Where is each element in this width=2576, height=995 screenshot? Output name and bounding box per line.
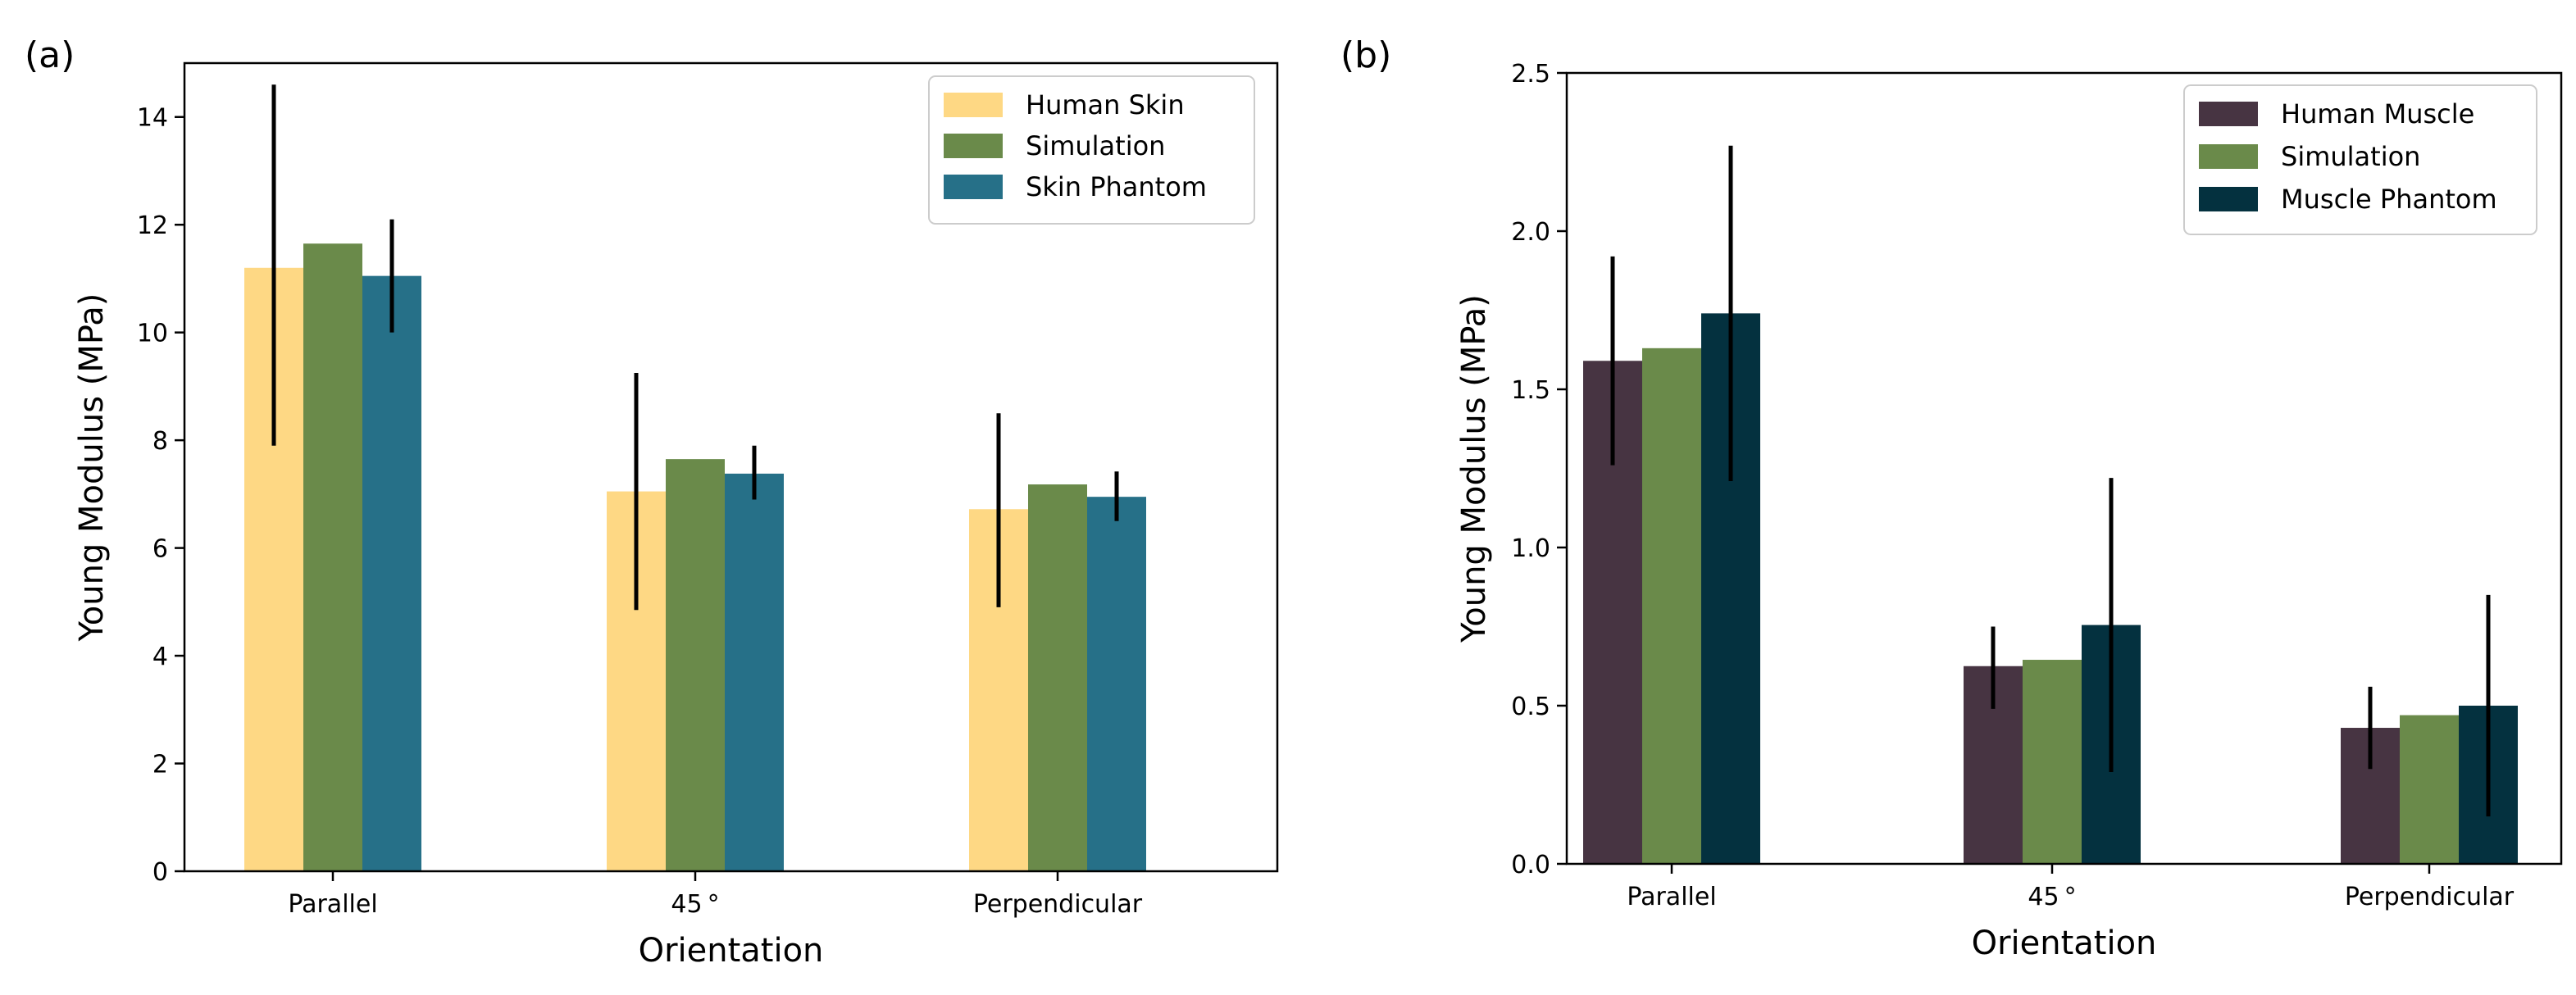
y-tick-label: 12 (137, 211, 168, 240)
panel-a-chart: (a) 0 2 4 6 8 10 12 14 Parallel 45 ° Perpendicula… (25, 34, 1279, 970)
x-tick-label: Parallel (1627, 883, 1716, 911)
y-tick-label: 2 (152, 751, 168, 779)
panel-a-y-axis-title: Young Modulus (MPa) (73, 293, 111, 643)
panel-a-error-bars (271, 84, 1119, 611)
x-tick-label: Perpendicular (973, 890, 1143, 919)
y-tick-label: 0.5 (1511, 693, 1550, 721)
panel-a-x-axis-title: Orientation (639, 932, 824, 970)
legend-label: Simulation (1026, 130, 1165, 161)
legend-label: Human Skin (1026, 89, 1185, 120)
legend-swatch (2199, 144, 2258, 169)
panel-b-plot-frame (1565, 71, 2563, 866)
bar-skin-phantom-2 (725, 473, 784, 871)
legend-label: Human Muscle (2281, 98, 2474, 129)
panel-b-y-ticks: 0.0 0.5 1.0 1.5 2.0 2.5 (1511, 60, 1567, 879)
bar-simulation-1 (303, 243, 362, 871)
panel-b-x-axis-title: Orientation (1972, 925, 2157, 962)
x-tick-label: 45 ° (2028, 883, 2076, 911)
legend-box (2183, 84, 2537, 235)
x-tick-label: Parallel (288, 890, 377, 919)
y-tick-label: 4 (152, 643, 168, 671)
y-tick-label: 1.5 (1511, 376, 1550, 405)
legend-swatch (944, 175, 1003, 199)
panel-b-tag: (b) (1340, 34, 1391, 76)
y-tick-label: 0 (152, 858, 168, 887)
y-tick-label: 14 (137, 104, 168, 133)
panel-a-tag: (a) (25, 34, 75, 76)
legend-swatch (2199, 102, 2258, 126)
bar-simulation-3 (2400, 715, 2459, 864)
y-tick-label: 0.0 (1511, 851, 1550, 879)
legend-swatch (944, 93, 1003, 117)
y-tick-label: 10 (137, 320, 168, 348)
y-tick-label: 2.0 (1511, 218, 1550, 247)
legend-swatch (2199, 187, 2258, 211)
panel-a-legend: Human Skin Simulation Skin Phantom (928, 75, 1255, 225)
bar-skin-phantom-1 (362, 275, 421, 871)
panel-b-bars (1583, 313, 2518, 864)
panel-a-plot-frame (183, 61, 1279, 873)
panel-b-x-ticks: Parallel 45 ° Perpendicular (1627, 864, 2515, 911)
bar-simulation-3 (1028, 484, 1087, 871)
legend-box (928, 75, 1255, 225)
y-tick-label: 2.5 (1511, 60, 1550, 89)
y-tick-label: 8 (152, 427, 168, 456)
panel-a-x-ticks: Parallel 45 ° Perpendicular (288, 871, 1143, 919)
panel-b-error-bars (1610, 145, 2491, 817)
panel-b-y-axis-title: Young Modulus (MPa) (1455, 294, 1493, 643)
legend-label: Skin Phantom (1026, 171, 1207, 202)
x-tick-label: Perpendicular (2345, 883, 2515, 911)
x-tick-label: 45 ° (671, 890, 719, 919)
panel-a-bars (244, 243, 1146, 872)
legend-swatch (944, 134, 1003, 158)
y-tick-label: 6 (152, 535, 168, 564)
bar-simulation-2 (666, 459, 725, 871)
legend-label: Muscle Phantom (2281, 184, 2497, 215)
panel-a-y-ticks: 0 2 4 6 8 10 12 14 (137, 104, 184, 887)
panel-b-chart: (b) 0.0 0.5 1.0 1.5 2.0 2.5 Parallel 45 ° Perpe… (1340, 34, 2563, 962)
y-tick-label: 1.0 (1511, 534, 1550, 563)
legend-label: Simulation (2281, 141, 2420, 172)
bar-simulation-1 (1642, 348, 1701, 864)
bar-skin-phantom-3 (1087, 497, 1146, 871)
panel-b-legend: Human Muscle Simulation Muscle Phantom (2183, 84, 2537, 235)
bar-simulation-2 (2023, 660, 2082, 864)
